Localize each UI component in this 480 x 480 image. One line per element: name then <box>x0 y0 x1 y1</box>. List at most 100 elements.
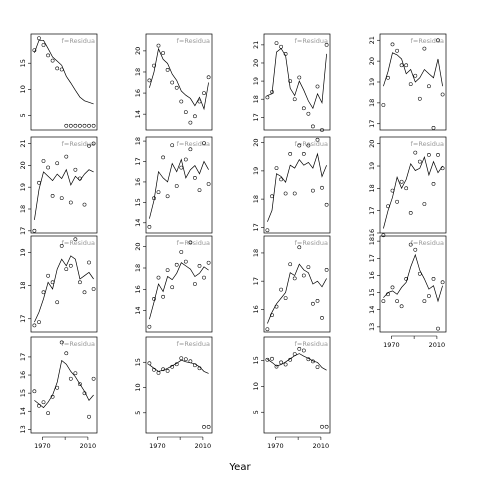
data-point-observed <box>202 425 206 429</box>
y-tick-label: 14 <box>19 407 27 415</box>
y-tick-label: 18 <box>19 282 27 290</box>
y-tick-label: 21 <box>19 139 27 147</box>
data-point-observed <box>417 159 422 164</box>
y-tick-label: 19 <box>19 248 27 256</box>
y-tick-label: 5 <box>252 410 260 414</box>
data-point-observed <box>431 182 436 186</box>
y-tick-label: 15 <box>134 358 142 366</box>
y-tick-label: 17 <box>368 254 376 262</box>
data-point-observed <box>288 152 293 156</box>
data-point-observed <box>417 271 422 276</box>
data-point-observed <box>55 66 60 71</box>
data-point-observed <box>37 36 41 41</box>
data-point-observed <box>37 403 41 408</box>
data-point-observed <box>399 304 404 309</box>
series-line-fitted <box>149 262 209 320</box>
y-tick-label: 16 <box>134 178 142 186</box>
x-tick-label: 1970 <box>34 442 51 450</box>
x-axis-1: 1970 2010 <box>34 436 97 450</box>
data-point-observed <box>46 165 50 170</box>
y-tick-label: 16 <box>252 305 260 313</box>
series-line-fitted <box>383 253 443 303</box>
panel-13: f=Residua 13 14 15 16 17 <box>19 336 98 434</box>
panel-label: f=Residua <box>411 37 444 45</box>
data-point-observed <box>386 75 390 80</box>
data-point-observed <box>274 364 279 369</box>
y-tick-label: 13 <box>19 425 27 433</box>
data-point-observed <box>161 155 165 160</box>
y-tick-label: 18 <box>134 137 142 145</box>
data-point-observed <box>73 371 78 376</box>
data-point-observed <box>174 262 179 267</box>
data-point-observed <box>413 247 418 252</box>
data-point-observed <box>147 324 152 329</box>
data-point-observed <box>279 44 283 49</box>
x-tick-label: 2010 <box>80 442 97 450</box>
y-tick-label: 5 <box>134 411 142 415</box>
data-point-observed <box>315 365 320 369</box>
y-tick-label: 18 <box>368 184 376 192</box>
data-point-observed <box>161 294 165 299</box>
data-point-observed <box>87 123 91 128</box>
data-point-observed <box>279 360 283 365</box>
panel-label: f=Residua <box>295 37 328 45</box>
data-point-observed <box>390 188 395 193</box>
data-point-observed <box>422 202 427 206</box>
data-point-observed <box>156 190 161 194</box>
data-point-observed <box>147 361 152 366</box>
data-point-observed <box>46 273 50 278</box>
data-point-observed <box>390 42 395 47</box>
x-axis-4: 1970 2010 <box>383 335 445 349</box>
data-point-observed <box>324 43 329 47</box>
data-point-observed <box>68 263 73 268</box>
panel-label: f=Residua <box>411 239 444 247</box>
data-point-observed <box>82 202 87 207</box>
panel-label: f=Residua <box>177 140 210 148</box>
x-tick-label: 1970 <box>383 341 400 349</box>
y-tick-label: 16 <box>19 371 27 379</box>
data-point-observed <box>386 204 390 209</box>
data-point-observed <box>55 385 60 390</box>
series-line-fitted <box>267 263 327 324</box>
series-line-fitted <box>267 47 327 110</box>
data-point-observed <box>179 250 184 254</box>
data-point-observed <box>399 63 404 68</box>
data-point-observed <box>91 376 96 381</box>
data-point-observed <box>315 137 320 142</box>
data-point-observed <box>283 362 288 367</box>
data-point-observed <box>436 153 440 157</box>
data-point-observed <box>174 184 179 188</box>
data-point-observed <box>41 159 46 163</box>
data-point-observed <box>301 106 306 111</box>
panel-frame <box>379 235 447 333</box>
panel-label: f=Residua <box>295 340 328 348</box>
y-tick-label: 20 <box>134 47 142 55</box>
data-point-observed <box>265 95 270 100</box>
data-point-observed <box>422 299 427 303</box>
data-point-observed <box>152 297 156 301</box>
data-point-observed <box>292 97 297 102</box>
data-point-observed <box>390 285 395 290</box>
data-point-observed <box>292 276 297 281</box>
data-point-observed <box>170 285 175 290</box>
data-point-observed <box>188 147 193 152</box>
y-tick-label: 15 <box>19 59 27 67</box>
data-point-observed <box>202 91 206 95</box>
data-point-observed <box>315 84 320 89</box>
data-point-observed <box>279 287 283 292</box>
data-point-observed <box>288 79 293 83</box>
data-point-observed <box>188 240 193 245</box>
y-tick-label: 13 <box>368 323 376 331</box>
data-point-observed <box>381 233 386 238</box>
panel-frame <box>263 336 331 434</box>
panel-5: f=Residua 17 18 19 20 21 <box>19 136 98 235</box>
series-line-fitted <box>383 52 443 87</box>
y-tick-label: 20 <box>252 59 260 67</box>
data-point-observed <box>265 357 270 362</box>
data-point-observed <box>37 320 41 324</box>
y-tick-label: 17 <box>252 223 260 231</box>
data-point-observed <box>55 161 60 166</box>
data-point-observed <box>152 196 156 201</box>
data-point-observed <box>64 123 69 128</box>
data-point-observed <box>206 425 211 429</box>
